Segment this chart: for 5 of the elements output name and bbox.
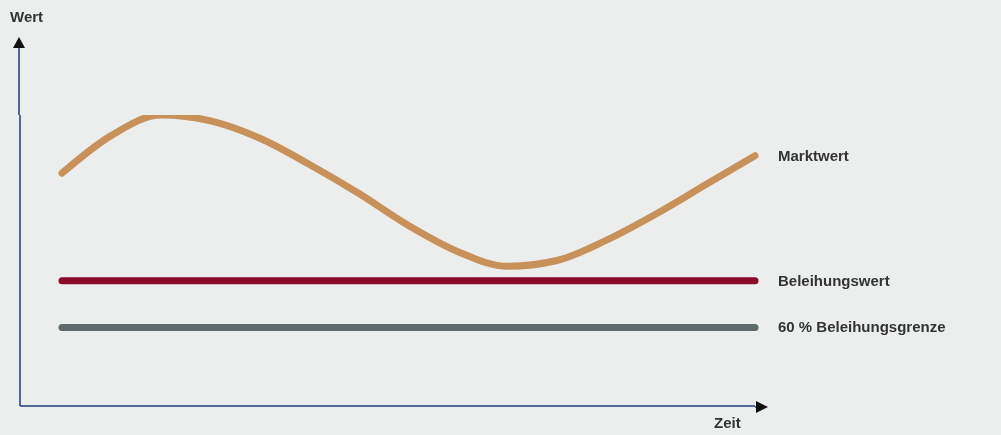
series-label: Marktwert	[778, 146, 849, 164]
series-label: Beleihungswert	[778, 271, 890, 289]
series-label: 60 % Beleihungsgrenze	[778, 318, 946, 336]
text: Wert	[10, 8, 44, 25]
x-axis-title: Zeit	[714, 414, 741, 431]
